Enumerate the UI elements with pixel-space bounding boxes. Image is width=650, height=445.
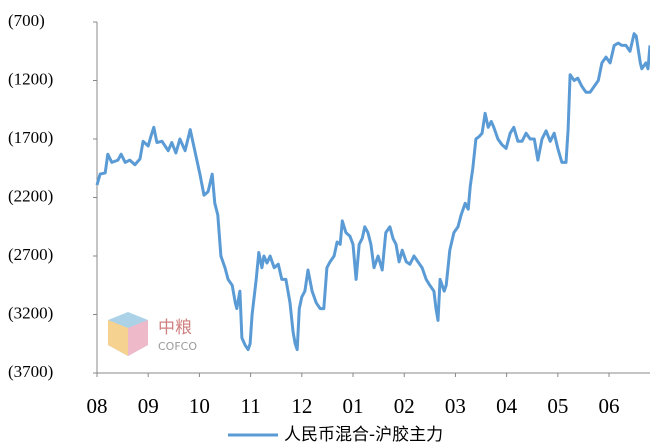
x-tick-label: 02: [394, 394, 415, 418]
x-tick-label: 03: [445, 394, 466, 418]
y-tick-label: (1200): [8, 69, 53, 88]
logo: [108, 312, 148, 356]
y-tick-label: (3200): [8, 303, 53, 322]
y-tick-label: (1700): [8, 128, 53, 147]
y-tick-label: (2700): [8, 245, 53, 264]
legend-label: 人民币混合-沪胶主力: [284, 425, 443, 445]
x-tick-label: 04: [496, 394, 518, 418]
x-tick-label: 11: [240, 394, 260, 418]
y-tick-label: (2200): [8, 186, 53, 205]
x-tick-label: 09: [138, 394, 159, 418]
x-tick-label: 08: [87, 394, 108, 418]
watermark: 中粮: [158, 318, 192, 338]
series-line: [95, 32, 650, 352]
watermark: COFCO: [158, 340, 197, 353]
y-tick-label: (3700): [8, 362, 53, 381]
x-tick-label: 01: [343, 394, 364, 418]
x-tick-label: 12: [291, 394, 312, 418]
x-tick-label: 05: [547, 394, 568, 418]
x-tick-label: 06: [599, 394, 620, 418]
x-tick-label: 10: [189, 394, 210, 418]
y-tick-label: (700): [8, 11, 45, 30]
